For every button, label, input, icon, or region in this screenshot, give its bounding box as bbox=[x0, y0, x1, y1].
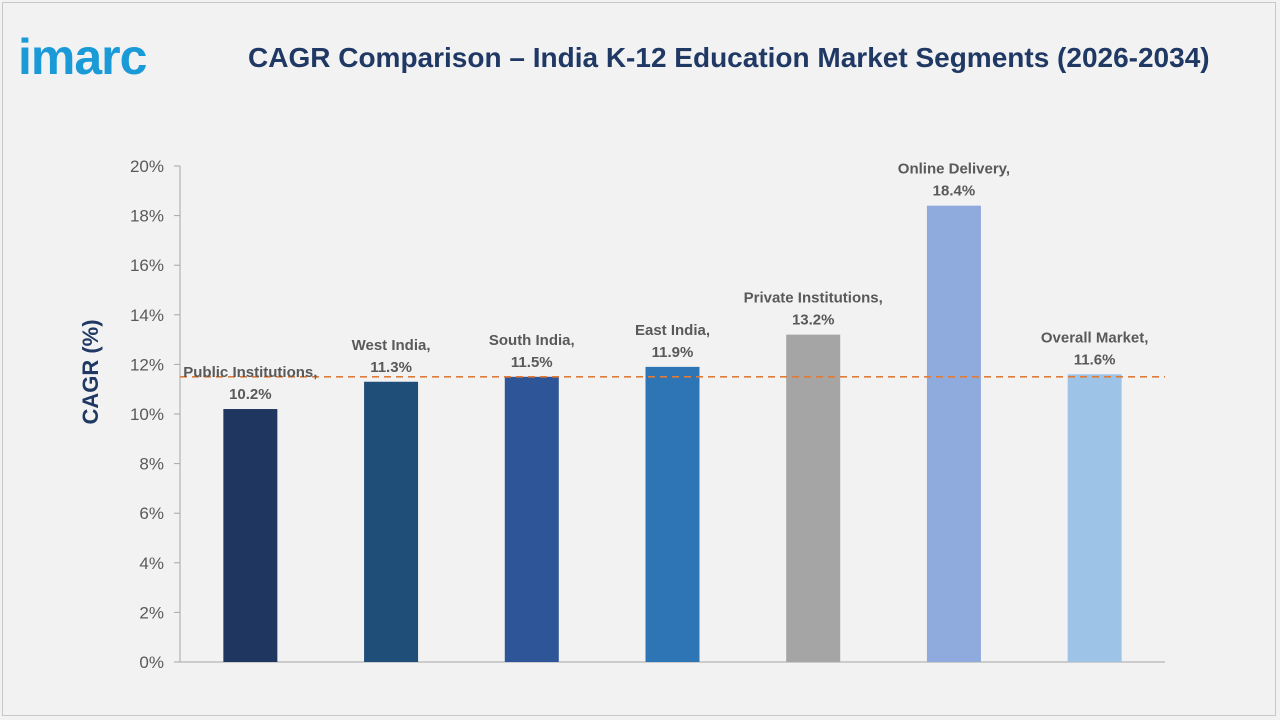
y-tick-label: 20% bbox=[130, 157, 164, 176]
logo-text: imarc bbox=[18, 29, 147, 85]
data-label-category: Public Institutions, bbox=[183, 364, 317, 381]
data-labels: Public Institutions, 10.2% West India, 11.3… bbox=[183, 161, 1148, 403]
data-label-category: Private Institutions, bbox=[744, 290, 883, 307]
y-tick-label: 8% bbox=[139, 455, 164, 474]
y-tick-label: 4% bbox=[139, 554, 164, 573]
y-tick-label: 2% bbox=[139, 603, 164, 622]
y-tick-label: 6% bbox=[139, 504, 164, 523]
bar-west-india bbox=[364, 381, 419, 662]
data-label-value: 11.6% bbox=[1074, 351, 1116, 368]
y-tick-label: 16% bbox=[130, 256, 164, 275]
bar-east-india bbox=[645, 366, 700, 662]
data-label-value: 13.2% bbox=[792, 312, 835, 329]
imarc-logo: imarc bbox=[18, 29, 148, 85]
y-tick-label: 10% bbox=[130, 405, 164, 424]
bar-south-india bbox=[504, 376, 559, 662]
y-tick-label: 0% bbox=[139, 653, 164, 672]
data-label-category: Overall Market, bbox=[1041, 329, 1149, 346]
y-axis-label: CAGR (%) bbox=[78, 319, 103, 424]
bar-private-institutions bbox=[786, 334, 841, 662]
data-label-value: 11.5% bbox=[511, 354, 553, 371]
bar-public-institutions bbox=[223, 409, 278, 662]
chart-title: CAGR Comparison – India K-12 Education M… bbox=[248, 42, 1210, 73]
data-label-value: 11.3% bbox=[370, 359, 412, 376]
y-tick-label: 18% bbox=[130, 207, 164, 226]
y-tick-label: 14% bbox=[130, 306, 164, 325]
data-label-value: 11.9% bbox=[652, 344, 694, 361]
data-label-category: South India, bbox=[489, 332, 575, 349]
bar-overall-market bbox=[1067, 374, 1122, 662]
data-label-value: 10.2% bbox=[229, 386, 272, 403]
bars bbox=[180, 205, 1165, 662]
data-label-category: East India, bbox=[635, 322, 710, 339]
data-label-category: Online Delivery, bbox=[898, 161, 1010, 178]
data-label-category: West India, bbox=[352, 337, 431, 354]
axes: 0% 2% 4% 6% 8% 10% 12% 14% 16% 18% 20% bbox=[130, 157, 1165, 672]
bar-online-delivery bbox=[926, 205, 981, 662]
data-label-value: 18.4% bbox=[933, 183, 976, 200]
y-tick-label: 12% bbox=[130, 355, 164, 374]
